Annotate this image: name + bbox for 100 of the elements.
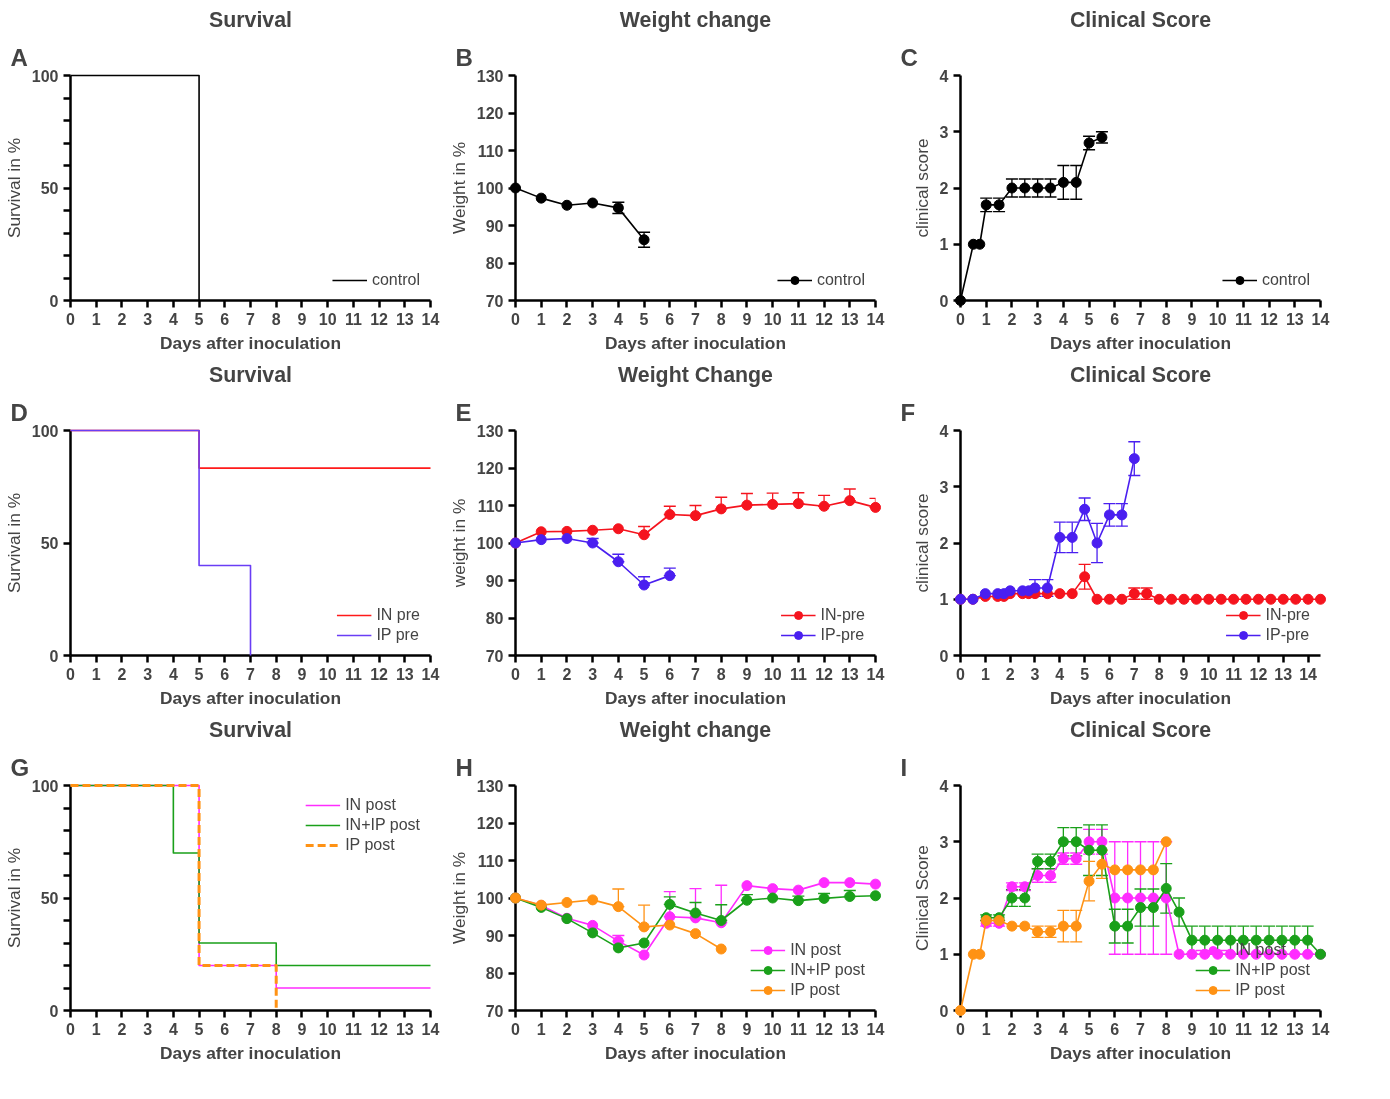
x-tick-label: 4 — [1058, 310, 1068, 328]
x-tick-label: 7 — [1136, 310, 1146, 328]
x-tick-label: 2 — [117, 665, 127, 683]
x-tick-label: 0 — [66, 310, 76, 328]
x-tick-label: 1 — [91, 310, 101, 328]
y-tick-label: 100 — [476, 535, 504, 552]
x-tick-label: 6 — [665, 665, 675, 683]
y-axis-title: Survival in % — [3, 137, 24, 239]
y-tick-label: 110 — [477, 142, 504, 160]
x-tick-label: 0 — [511, 1020, 521, 1038]
x-tick-label: 5 — [194, 665, 204, 683]
x-tick-label: 14 — [866, 665, 885, 683]
x-tick-label: 11 — [789, 310, 807, 328]
x-tick-label: 14 — [421, 665, 440, 683]
x-tick-label: 8 — [1161, 1020, 1171, 1038]
x-axis-title: Days after inoculation — [604, 687, 787, 708]
x-tick-label: 6 — [665, 1020, 675, 1038]
x-tick-label: 14 — [421, 310, 440, 328]
x-tick-label: 2 — [117, 310, 127, 328]
y-tick-label: 110 — [477, 852, 504, 870]
x-axis-title: Days after inoculation — [159, 687, 342, 708]
x-tick-label: 6 — [1110, 1020, 1120, 1038]
y-tick-label: 70 — [485, 1002, 504, 1020]
y-tick-label: 0 — [939, 1002, 949, 1020]
y-tick-label: 0 — [49, 647, 59, 665]
x-tick-label: 0 — [511, 665, 521, 683]
x-tick-label: 2 — [1007, 310, 1017, 328]
x-tick-label: 12 — [1260, 310, 1279, 328]
y-tick-label: 100 — [476, 890, 504, 907]
y-axis-title: clinical score — [911, 138, 932, 238]
chart-title: Survival — [209, 362, 292, 387]
x-tick-label: 14 — [866, 310, 885, 328]
x-tick-label: 13 — [840, 310, 859, 328]
x-tick-label: 4 — [1055, 665, 1065, 683]
legend-label: IN+IP post — [1235, 961, 1310, 979]
legend-label: IN-pre — [820, 606, 865, 624]
legend-label: IN-pre — [1265, 606, 1310, 624]
x-tick-label: 5 — [639, 1020, 649, 1038]
x-tick-label: 9 — [1179, 665, 1189, 683]
x-tick-label: 10 — [318, 665, 337, 683]
x-tick-label: 6 — [220, 310, 230, 328]
x-tick-label: 13 — [395, 665, 414, 683]
x-tick-label: 11 — [789, 665, 807, 683]
x-tick-label: 3 — [1030, 665, 1040, 683]
x-tick-label: 8 — [1154, 665, 1164, 683]
y-tick-label: 4 — [939, 422, 949, 440]
x-tick-label: 5 — [1084, 1020, 1094, 1038]
x-tick-label: 2 — [562, 1020, 572, 1038]
x-tick-label: 0 — [66, 1020, 76, 1038]
chart-title: Clinical Score — [1069, 362, 1212, 387]
y-axis-title: Survival in % — [3, 847, 24, 949]
x-tick-label: 3 — [588, 310, 598, 328]
x-tick-label: 2 — [1007, 1020, 1017, 1038]
y-tick-label: 130 — [476, 422, 504, 440]
x-tick-label: 3 — [1033, 1020, 1043, 1038]
y-tick-label: 50 — [40, 180, 59, 197]
x-tick-label: 9 — [297, 1020, 307, 1038]
x-tick-label: 5 — [639, 310, 649, 328]
y-tick-label: 130 — [476, 777, 504, 795]
text: I — [900, 753, 908, 781]
x-tick-label: 0 — [66, 665, 76, 683]
x-tick-label: 9 — [742, 665, 752, 683]
x-tick-label: 13 — [395, 1020, 414, 1038]
text: G — [10, 753, 30, 781]
y-tick-label: 2 — [939, 180, 949, 197]
x-tick-label: 4 — [613, 310, 623, 328]
text: C — [900, 43, 918, 71]
y-tick-label: 90 — [485, 572, 504, 590]
x-tick-label: 11 — [344, 1020, 362, 1038]
x-tick-label: 3 — [1033, 310, 1043, 328]
x-tick-label: 1 — [536, 1020, 546, 1038]
x-tick-label: 13 — [840, 665, 859, 683]
legend-label: IN+IP post — [345, 816, 420, 834]
x-tick-label: 5 — [1084, 310, 1094, 328]
legend-label: control — [816, 271, 865, 289]
x-tick-label: 10 — [318, 310, 337, 328]
x-tick-label: 3 — [588, 665, 598, 683]
x-axis-title: Days after inoculation — [604, 1042, 787, 1063]
legend-label: IP post — [345, 836, 395, 854]
x-tick-label: 8 — [1161, 310, 1171, 328]
y-axis-title: Survival in % — [3, 492, 24, 594]
x-tick-label: 6 — [1105, 665, 1115, 683]
y-tick-label: 4 — [939, 67, 949, 85]
x-tick-label: 5 — [194, 1020, 204, 1038]
x-tick-label: 4 — [613, 1020, 623, 1038]
chart-title: Survival — [209, 7, 292, 32]
x-tick-label: 1 — [91, 1020, 101, 1038]
x-axis-title: Days after inoculation — [159, 332, 342, 353]
x-tick-label: 12 — [815, 310, 834, 328]
y-tick-label: 2 — [939, 890, 949, 907]
y-tick-label: 100 — [31, 777, 59, 795]
x-tick-label: 11 — [789, 1020, 807, 1038]
legend-label: control — [371, 271, 420, 289]
y-tick-label: 90 — [485, 217, 504, 235]
x-tick-label: 10 — [1199, 665, 1218, 683]
x-tick-label: 13 — [840, 1020, 859, 1038]
x-tick-label: 8 — [271, 1020, 281, 1038]
x-tick-label: 4 — [168, 310, 178, 328]
chart-title: Survival — [209, 717, 292, 742]
y-axis-title: clinical score — [911, 493, 932, 593]
